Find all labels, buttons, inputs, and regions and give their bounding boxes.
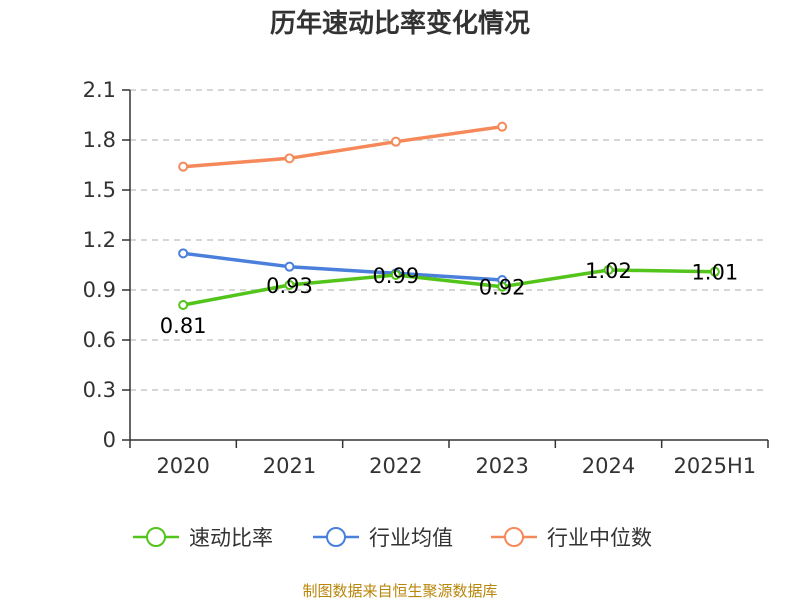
x-tick-label: 2021 — [263, 454, 316, 478]
chart-title: 历年速动比率变化情况 — [270, 8, 530, 39]
legend-marker — [146, 527, 166, 547]
data-point — [497, 281, 508, 292]
x-tick-label: 2020 — [156, 454, 209, 478]
data-point — [284, 261, 295, 272]
y-tick-label: 0.6 — [83, 328, 116, 352]
data-point — [178, 300, 189, 310]
x-tick-label: 2023 — [475, 454, 528, 478]
y-tick-label: 1.8 — [83, 128, 116, 152]
data-point — [178, 248, 189, 259]
data-point — [284, 280, 295, 290]
legend-label: 行业均值 — [369, 526, 453, 550]
series-line — [182, 251, 503, 282]
x-tick-label: 2024 — [582, 454, 635, 478]
y-tick-label: 0.9 — [83, 278, 116, 302]
y-tick-label: 0 — [103, 428, 116, 452]
legend-marker — [504, 527, 524, 547]
y-tick-label: 0.3 — [83, 378, 116, 402]
legend-label: 速动比率 — [189, 526, 273, 550]
data-label: 0.99 — [372, 264, 419, 288]
y-tick-label: 1.2 — [83, 228, 116, 252]
x-tick-label: 2025H1 — [674, 454, 757, 478]
data-point — [284, 153, 295, 164]
data-point — [497, 121, 508, 132]
data-point — [390, 136, 401, 147]
legend-marker — [326, 527, 346, 547]
data-label: 1.01 — [691, 261, 738, 285]
data-label: 0.92 — [479, 276, 526, 300]
data-point — [178, 161, 189, 172]
data-point — [709, 266, 720, 277]
series-line — [183, 124, 503, 169]
data-label: 0.81 — [160, 314, 207, 338]
legend-item: 行业均值 — [313, 526, 453, 550]
x-tick-label: 2022 — [369, 454, 422, 478]
source-note: 制图数据来自恒生聚源数据库 — [302, 582, 497, 600]
legend-item: 速动比率 — [133, 526, 273, 550]
data-point — [603, 265, 614, 275]
y-tick-label: 1.5 — [83, 178, 116, 202]
legend-label: 行业中位数 — [547, 526, 652, 550]
legend-item: 行业中位数 — [491, 526, 652, 550]
y-tick-label: 2.1 — [83, 78, 116, 102]
data-point — [390, 270, 401, 280]
series-line — [182, 268, 715, 307]
data-label: 1.02 — [585, 259, 632, 283]
data-label: 0.93 — [266, 274, 313, 298]
